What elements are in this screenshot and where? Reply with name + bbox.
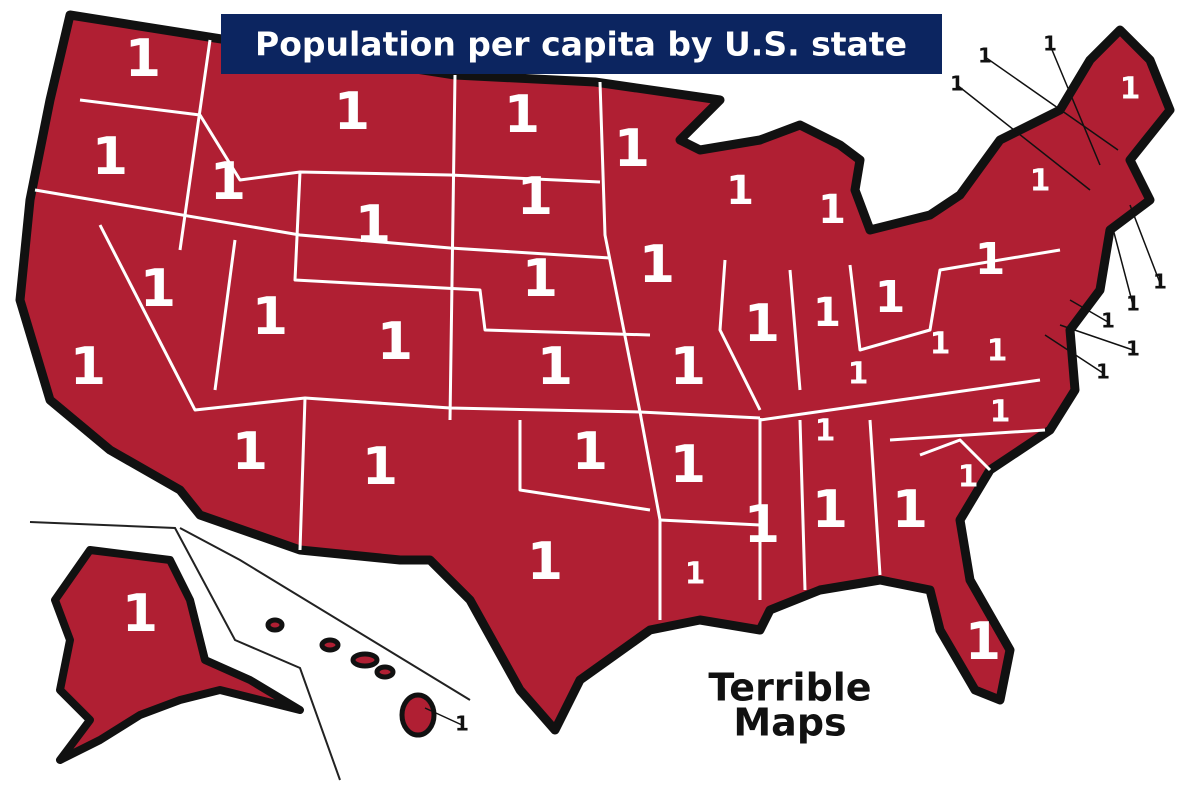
region-value: 1 (455, 712, 469, 736)
region-value: 1 (252, 287, 288, 347)
title-box (221, 14, 942, 74)
region-value: 1 (744, 294, 780, 354)
leader-line (1059, 324, 1134, 351)
region-value: 1 (987, 334, 1008, 369)
region-value: 1 (355, 195, 391, 255)
region-value: 1 (639, 235, 675, 295)
region-value: 1 (812, 480, 848, 540)
region-value: 1 (965, 612, 1001, 672)
leader-line (1129, 204, 1161, 284)
region-value: 1 (685, 557, 706, 592)
region-value: 1 (670, 337, 706, 397)
region-value: 1 (950, 72, 964, 96)
leader-line (984, 56, 1119, 151)
region-value: 1 (1126, 337, 1140, 361)
region-value: 1 (930, 327, 951, 362)
region-value: 1 (572, 422, 608, 482)
region-value: 1 (334, 82, 370, 142)
region-value: 1 (815, 414, 836, 449)
region-value: 1 (122, 584, 158, 644)
leader-line (1111, 224, 1134, 306)
region-value: 1 (670, 435, 706, 495)
region-value: 1 (978, 44, 992, 68)
region-value: 1 (92, 127, 128, 187)
region-value: 1 (1030, 164, 1051, 199)
leader-line (1044, 334, 1104, 374)
region-value: 1 (210, 152, 246, 212)
region-value: 1 (537, 337, 573, 397)
credit: Terrible (708, 666, 871, 710)
region-value: 1 (1126, 292, 1140, 316)
region-value: 1 (527, 532, 563, 592)
region-value: 1 (1101, 309, 1115, 333)
title: Population per capita by U.S. state (255, 25, 907, 64)
inset-line (29, 521, 341, 781)
leader-line (424, 707, 463, 726)
alaska (51, 546, 304, 764)
region-value: 1 (504, 85, 540, 145)
inset-line (179, 527, 471, 701)
region-value: 1 (517, 167, 553, 227)
region-value: 1 (70, 337, 106, 397)
region-value: 1 (958, 460, 979, 495)
region-value: 1 (990, 395, 1011, 430)
leader-line (1069, 299, 1109, 323)
state-borders (34, 39, 1061, 620)
region-value: 1 (1043, 32, 1057, 56)
region-value: 1 (726, 168, 754, 214)
region-value: 1 (377, 312, 413, 372)
region-value: 1 (1120, 72, 1141, 107)
region-value: 1 (892, 480, 928, 540)
region-value: 1 (125, 29, 161, 89)
region-value: 1 (875, 272, 906, 323)
leader-line (956, 84, 1091, 191)
region-value: 1 (522, 249, 558, 309)
region-value: 1 (232, 422, 268, 482)
region-value: 1 (813, 290, 841, 336)
leader-line (1049, 44, 1101, 166)
region-value: 1 (975, 234, 1006, 285)
region-value: 1 (140, 259, 176, 319)
region-value: 1 (1096, 360, 1110, 384)
region-value: 1 (1153, 270, 1167, 294)
hawaii (265, 617, 437, 738)
credit: Maps (733, 701, 846, 745)
region-value: 1 (362, 437, 398, 497)
region-value: 1 (614, 119, 650, 179)
region-value: 1 (744, 495, 780, 555)
region-value: 1 (818, 187, 846, 233)
region-value: 1 (848, 357, 869, 392)
